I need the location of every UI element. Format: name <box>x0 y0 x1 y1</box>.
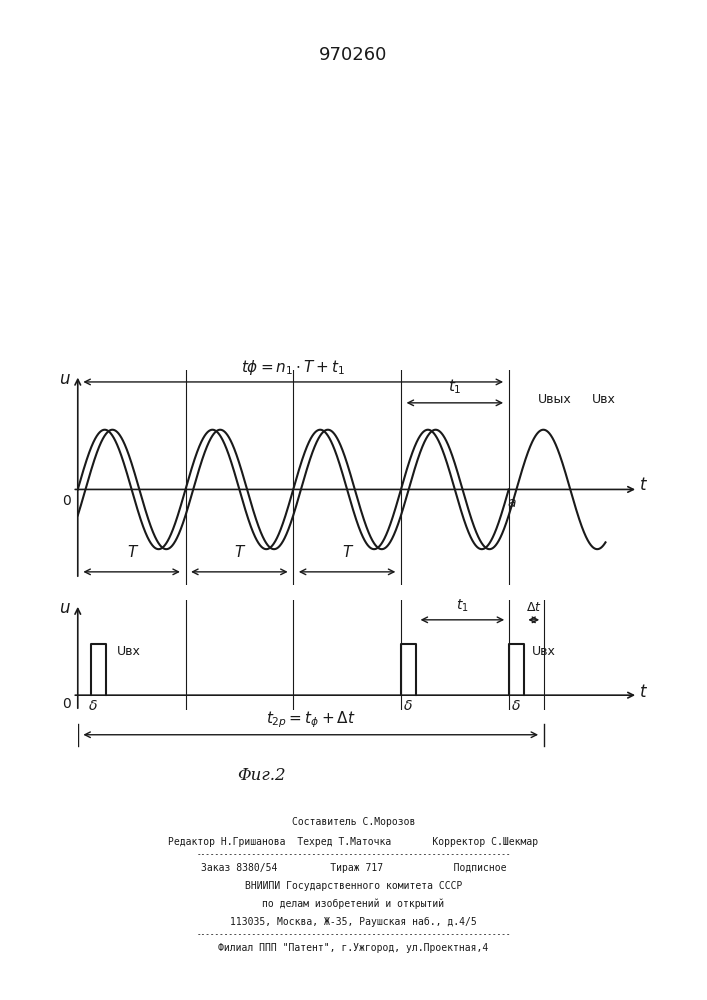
Text: $t_1$: $t_1$ <box>448 377 462 396</box>
Text: T: T <box>127 545 136 560</box>
Text: --------------------------------------------------------------------: ----------------------------------------… <box>197 930 510 939</box>
Text: $t\phi = n_1 \cdot T + t_1$: $t\phi = n_1 \cdot T + t_1$ <box>241 358 345 377</box>
Text: δ: δ <box>89 699 98 713</box>
Text: Uвх: Uвх <box>592 393 616 406</box>
Text: T: T <box>342 545 352 560</box>
Text: $\Delta t$: $\Delta t$ <box>526 601 542 614</box>
Text: $t_{2p} = t_\phi + \Delta t$: $t_{2p} = t_\phi + \Delta t$ <box>266 710 356 730</box>
Text: по делам изобретений и открытий: по делам изобретений и открытий <box>262 898 445 909</box>
Text: Составитель С.Морозов: Составитель С.Морозов <box>292 817 415 827</box>
Text: u: u <box>59 370 69 388</box>
Text: t: t <box>640 683 647 701</box>
Text: T: T <box>235 545 244 560</box>
Text: ВНИИПИ Государственного комитета СССР: ВНИИПИ Государственного комитета СССР <box>245 881 462 891</box>
Text: a: a <box>507 496 515 510</box>
Text: δ: δ <box>512 699 520 713</box>
Text: Uвх: Uвх <box>532 645 556 658</box>
Text: u: u <box>59 599 69 617</box>
Text: 0: 0 <box>63 494 71 508</box>
Text: δ: δ <box>404 699 413 713</box>
Text: Uвых: Uвых <box>538 393 572 406</box>
Text: Заказ 8380/54         Тираж 717            Подписное: Заказ 8380/54 Тираж 717 Подписное <box>201 863 506 873</box>
Text: Φиг.2: Φиг.2 <box>238 766 286 784</box>
Text: 0: 0 <box>63 697 71 711</box>
Text: t: t <box>640 476 647 494</box>
Text: $t_1$: $t_1$ <box>456 597 469 614</box>
Text: Филиал ППП "Патент", г.Ужгород, ул.Проектная,4: Филиал ППП "Патент", г.Ужгород, ул.Проек… <box>218 943 489 953</box>
Text: 970260: 970260 <box>320 46 387 64</box>
Text: 113035, Москва, Ж-35, Раушская наб., д.4/5: 113035, Москва, Ж-35, Раушская наб., д.4… <box>230 917 477 927</box>
Text: Редактор Н.Гришанова  Техред Т.Маточка       Корректор С.Шекмар: Редактор Н.Гришанова Техред Т.Маточка Ко… <box>168 837 539 847</box>
Text: Uвх: Uвх <box>117 645 141 658</box>
Text: --------------------------------------------------------------------: ----------------------------------------… <box>197 850 510 859</box>
